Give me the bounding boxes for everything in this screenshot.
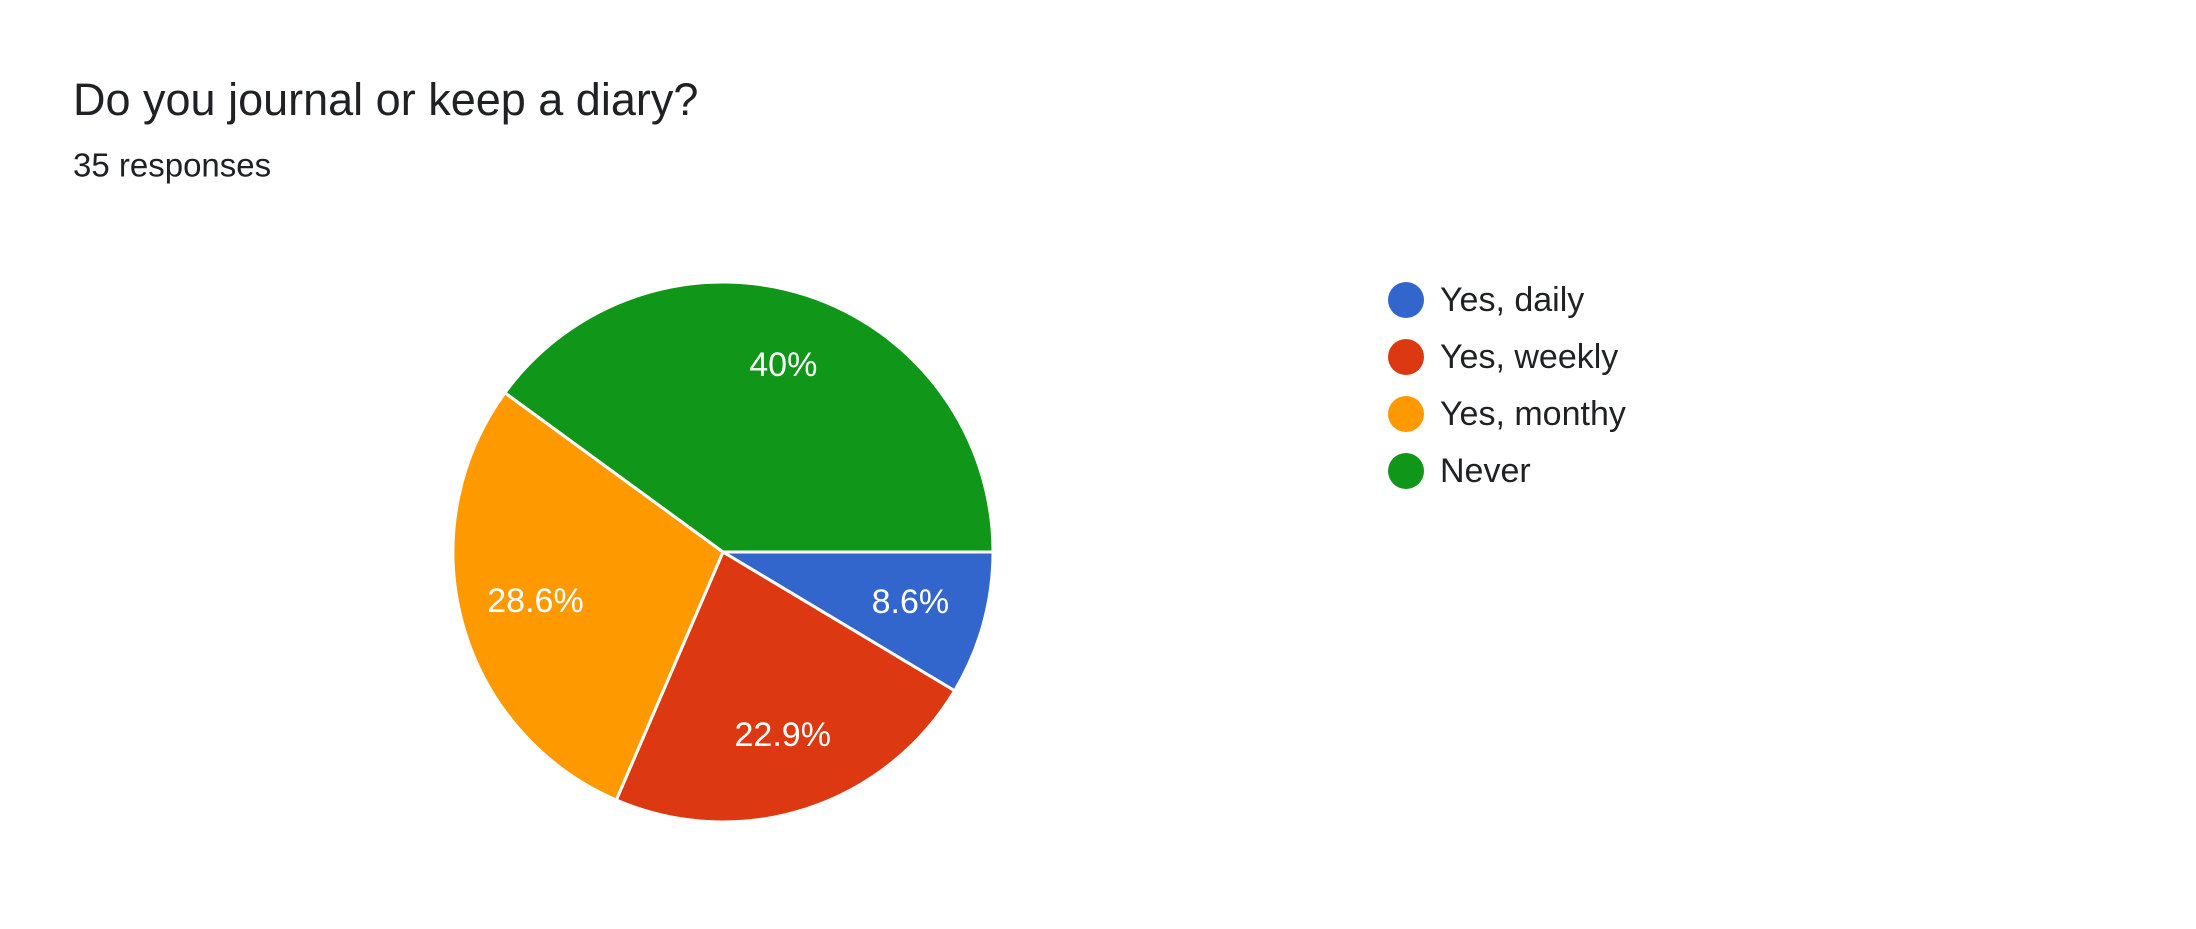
chart-title: Do you journal or keep a diary? <box>73 74 698 125</box>
legend-marker <box>1388 396 1424 432</box>
pie-slice <box>614 549 957 824</box>
legend-label: Yes, monthy <box>1440 395 1626 433</box>
data-label: 28.6% <box>487 582 583 620</box>
chart-subtitle: 35 responses <box>73 147 271 184</box>
data-label: 22.9% <box>735 716 831 754</box>
legend-label: Never <box>1440 452 1531 490</box>
legend-label: Yes, daily <box>1440 281 1584 319</box>
legend-marker <box>1388 453 1424 489</box>
legend-marker <box>1388 339 1424 375</box>
data-label: 8.6% <box>872 583 950 621</box>
pie-slice <box>717 550 995 693</box>
legend-marker <box>1388 282 1424 318</box>
legend-label: Yes, weekly <box>1440 338 1618 376</box>
data-label: 40% <box>749 346 817 384</box>
pie-slice <box>451 390 725 802</box>
pie-slice <box>502 280 995 554</box>
